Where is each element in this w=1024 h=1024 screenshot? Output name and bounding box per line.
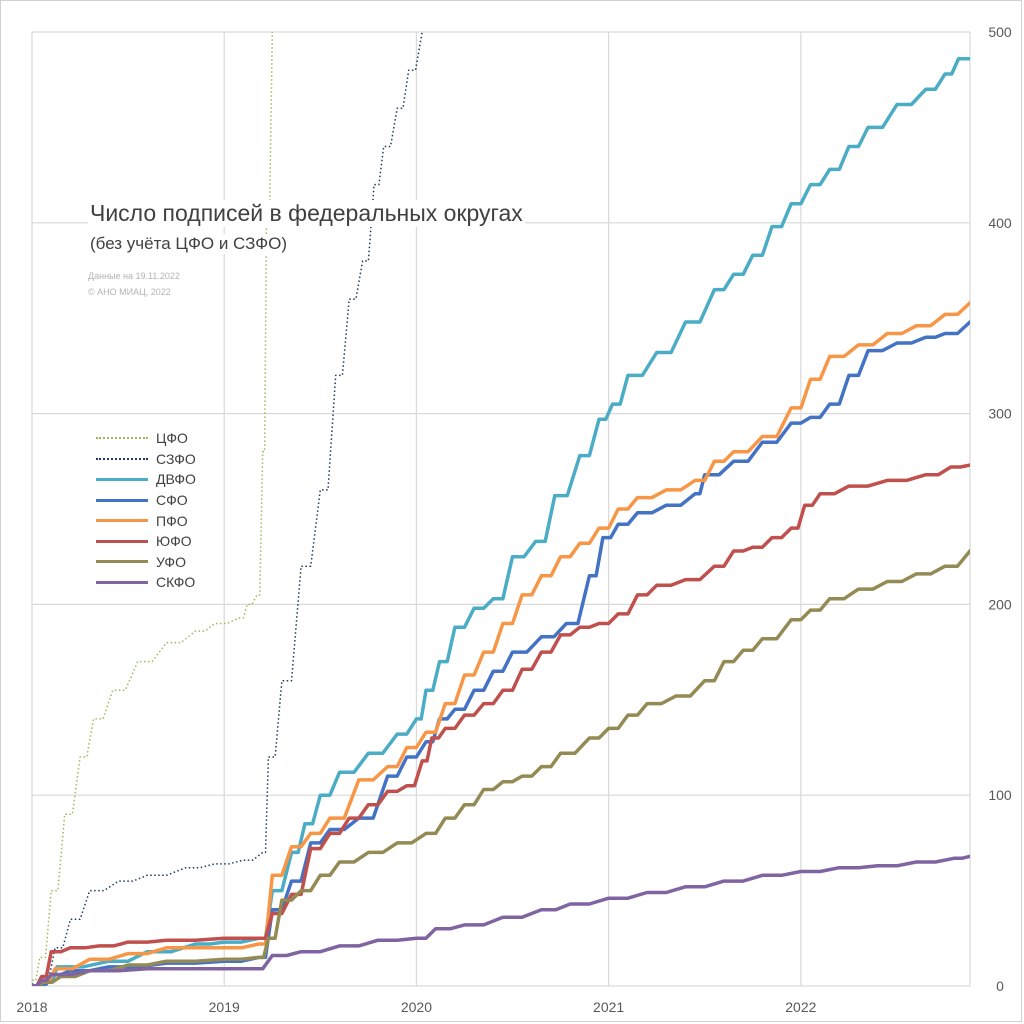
series-line-СФО (32, 320, 970, 986)
legend-label: ДВФО (156, 471, 196, 488)
x-tick-label: 2022 (785, 999, 816, 1015)
legend-item: ДВФО (96, 469, 196, 490)
series-line-ЦФО (32, 32, 274, 982)
legend-item: ЦФО (96, 428, 196, 449)
tick-labels: 2018 2019 2020 2021 2022 0 100 200 300 400 500 (16, 24, 1011, 1015)
x-tick-label: 2020 (401, 999, 432, 1015)
legend-swatch (96, 477, 148, 481)
series-line-СЗФО (32, 32, 423, 985)
legend-item: СЗФО (96, 449, 196, 470)
chart-subtitle: (без учёта ЦФО и СЗФО) (88, 234, 290, 254)
series-line-ЮФО (32, 463, 970, 986)
legend-swatch (96, 560, 148, 564)
chart-title: Число подписей в федеральных округах (88, 200, 525, 227)
legend-label: СЗФО (156, 450, 196, 467)
legend-item: ЮФО (96, 531, 196, 552)
legend-label: ЮФО (156, 533, 192, 550)
x-tick-label: 2021 (593, 999, 624, 1015)
legend: ЦФО СЗФО ДВФО СФО ПФО ЮФО УФО СКФО (92, 426, 200, 595)
x-tick-label: 2018 (16, 999, 47, 1015)
legend-swatch (96, 498, 148, 502)
gridlines (31, 31, 971, 987)
series-lines (32, 32, 970, 986)
legend-swatch (96, 580, 148, 584)
legend-item: ПФО (96, 510, 196, 531)
x-tick-label: 2019 (209, 999, 240, 1015)
data-date-note: Данные на 19.11.2022 (88, 271, 180, 281)
y-tick-label: 500 (988, 24, 1012, 40)
legend-label: ЦФО (156, 430, 188, 447)
legend-item: УФО (96, 552, 196, 573)
y-tick-label: 200 (988, 596, 1012, 612)
legend-label: СФО (156, 492, 188, 509)
legend-swatch (96, 457, 148, 460)
y-tick-label: 0 (996, 978, 1004, 994)
legend-swatch (96, 519, 148, 523)
series-line-ПФО (32, 301, 970, 986)
copyright-note: © АНО МИАЦ, 2022 (88, 287, 171, 297)
series-line-СКФО (32, 854, 970, 986)
y-tick-label: 100 (988, 787, 1012, 803)
legend-item: СФО (96, 490, 196, 511)
legend-label: СКФО (156, 574, 196, 591)
legend-item: СКФО (96, 572, 196, 593)
y-tick-label: 300 (988, 406, 1012, 422)
legend-label: ПФО (156, 512, 188, 529)
legend-label: УФО (156, 553, 186, 570)
series-line-УФО (32, 549, 970, 986)
y-tick-label: 400 (988, 215, 1012, 231)
legend-swatch (96, 437, 148, 440)
legend-swatch (96, 539, 148, 543)
